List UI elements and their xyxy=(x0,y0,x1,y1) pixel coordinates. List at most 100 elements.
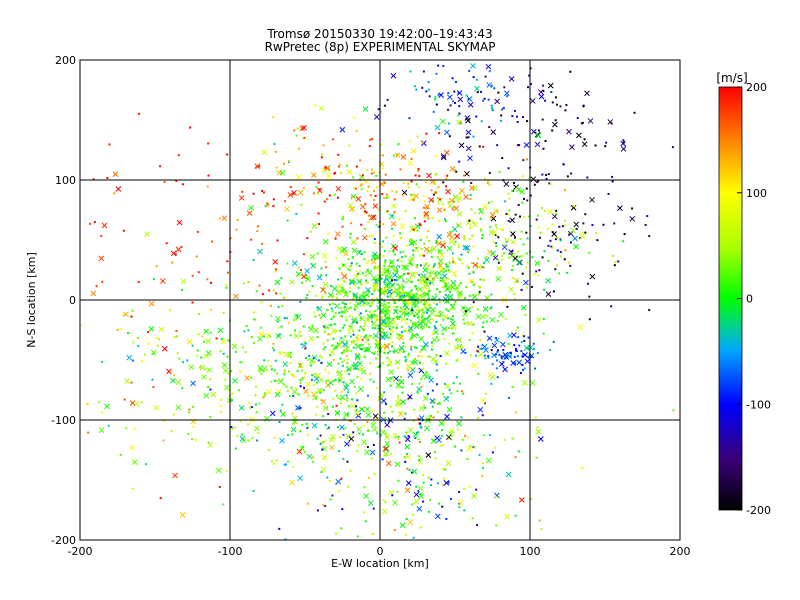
data-point-cross xyxy=(454,233,460,240)
data-point-dot xyxy=(435,240,438,243)
data-point-dot xyxy=(80,324,82,327)
data-point-dot xyxy=(551,223,554,226)
data-point-dot xyxy=(346,413,349,416)
data-point-dot xyxy=(477,372,480,375)
data-point-dot xyxy=(520,355,523,358)
data-point-dot xyxy=(458,296,461,299)
data-point-dot xyxy=(353,423,356,426)
data-point-dot xyxy=(396,336,399,339)
data-point-dot xyxy=(433,180,436,183)
data-point-dot xyxy=(416,391,419,394)
data-point-dot xyxy=(296,408,299,411)
data-point-dot xyxy=(505,240,508,243)
data-point-dot xyxy=(236,434,239,437)
data-point-dot xyxy=(551,101,554,104)
data-point-dot xyxy=(429,484,432,487)
data-point-dot xyxy=(305,357,308,360)
data-point-dot xyxy=(437,197,440,200)
data-point-cross xyxy=(311,223,318,229)
data-point-dot xyxy=(333,172,336,175)
data-point-dot xyxy=(423,303,426,306)
data-point-dot xyxy=(458,506,461,509)
data-point-dot xyxy=(437,482,440,485)
data-point-dot xyxy=(299,379,302,382)
data-point-dot xyxy=(441,279,444,282)
data-point-dot xyxy=(239,420,242,423)
data-point-dot xyxy=(398,310,401,313)
data-point-cross xyxy=(203,353,210,360)
data-point-dot xyxy=(480,237,483,240)
data-point-cross xyxy=(336,245,343,252)
data-point-dot xyxy=(451,208,454,211)
data-point-cross xyxy=(351,316,358,323)
data-point-dot xyxy=(272,198,275,201)
data-point-dot xyxy=(273,379,276,382)
data-point-dot xyxy=(517,336,520,339)
data-point-dot xyxy=(322,144,325,147)
data-point-dot xyxy=(533,183,536,186)
data-point-cross xyxy=(364,317,371,323)
data-point-dot xyxy=(286,460,289,463)
data-point-cross xyxy=(441,326,448,332)
data-point-dot xyxy=(444,468,447,471)
data-point-dot xyxy=(512,181,515,184)
data-point-dot xyxy=(361,174,364,177)
data-point-dot xyxy=(318,223,321,226)
data-point-dot xyxy=(361,433,364,436)
data-point-dot xyxy=(276,372,279,375)
data-point-cross xyxy=(440,242,446,249)
data-point-dot xyxy=(234,447,237,450)
data-point-dot xyxy=(322,504,325,507)
data-point-dot xyxy=(367,185,370,188)
data-point-dot xyxy=(428,355,431,358)
data-point-dot xyxy=(427,476,430,479)
data-point-dot xyxy=(385,236,388,239)
data-point-dot xyxy=(481,265,484,268)
data-point-dot xyxy=(456,390,459,393)
data-point-dot xyxy=(483,97,486,100)
data-point-dot xyxy=(377,324,380,327)
data-point-dot xyxy=(398,258,401,261)
data-point-dot xyxy=(360,283,363,286)
data-point-cross xyxy=(567,230,574,237)
data-point-dot xyxy=(316,509,319,512)
data-point-dot xyxy=(405,431,408,434)
data-point-cross xyxy=(399,522,406,529)
data-point-cross xyxy=(572,235,578,242)
data-point-dot xyxy=(343,324,346,327)
data-point-cross xyxy=(370,321,377,327)
data-point-dot xyxy=(472,301,475,304)
data-point-dot xyxy=(441,429,444,432)
data-point-dot xyxy=(321,448,324,451)
data-point-cross xyxy=(510,239,517,246)
data-point-dot xyxy=(373,241,376,244)
data-point-cross xyxy=(330,433,336,440)
data-point-dot xyxy=(376,387,379,390)
data-point-dot xyxy=(393,300,396,303)
data-point-dot xyxy=(463,322,466,325)
data-point-dot xyxy=(391,410,394,413)
data-point-dot xyxy=(458,160,461,163)
data-point-dot xyxy=(400,283,403,286)
data-point-cross xyxy=(459,187,465,194)
data-point-dot xyxy=(511,189,514,192)
data-point-cross xyxy=(421,345,427,352)
data-point-dot xyxy=(421,309,424,312)
data-point-dot xyxy=(547,259,550,262)
data-point-cross xyxy=(349,378,355,385)
data-point-cross xyxy=(468,278,475,285)
data-point-dot xyxy=(442,240,445,243)
data-point-dot xyxy=(191,274,194,277)
data-point-dot xyxy=(337,397,340,400)
data-point-dot xyxy=(435,72,438,75)
data-point-cross xyxy=(573,243,579,250)
data-point-dot xyxy=(368,235,371,238)
data-point-dot xyxy=(358,329,361,332)
data-point-dot xyxy=(207,385,210,388)
data-point-dot xyxy=(393,198,396,201)
data-point-dot xyxy=(503,244,506,247)
data-point-cross xyxy=(416,505,423,512)
data-point-dot xyxy=(499,119,502,122)
data-point-cross xyxy=(399,223,406,230)
